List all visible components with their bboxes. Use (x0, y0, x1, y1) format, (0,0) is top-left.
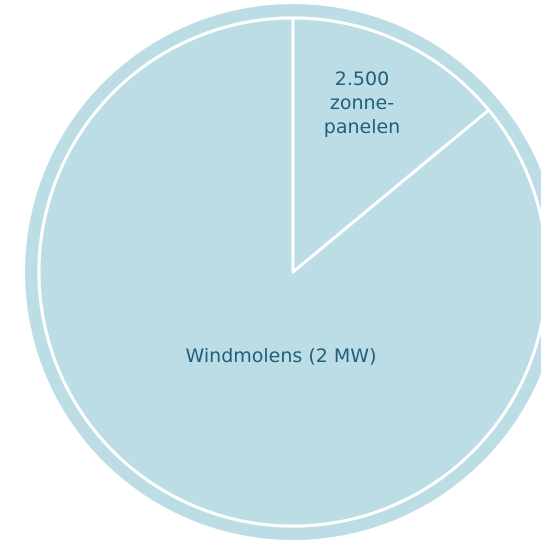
pie-labels: 2.500 zonne-panelen Windmolens (2 MW) (186, 68, 401, 367)
pie-slice-label-line: zonne- (330, 92, 394, 114)
pie-slice (37, 16, 541, 528)
pie-slice-label-line: Windmolens (2 MW) (186, 345, 377, 367)
pie-slices (37, 16, 541, 528)
pie-slice (291, 16, 491, 274)
pie-slice-label: Windmolens (2 MW) (186, 345, 377, 367)
pie-slice-label: 2.500 zonne-panelen (324, 68, 400, 138)
pie-slice-label-line: 2.500 (335, 68, 389, 90)
pie-slice-label-line: panelen (324, 116, 400, 138)
